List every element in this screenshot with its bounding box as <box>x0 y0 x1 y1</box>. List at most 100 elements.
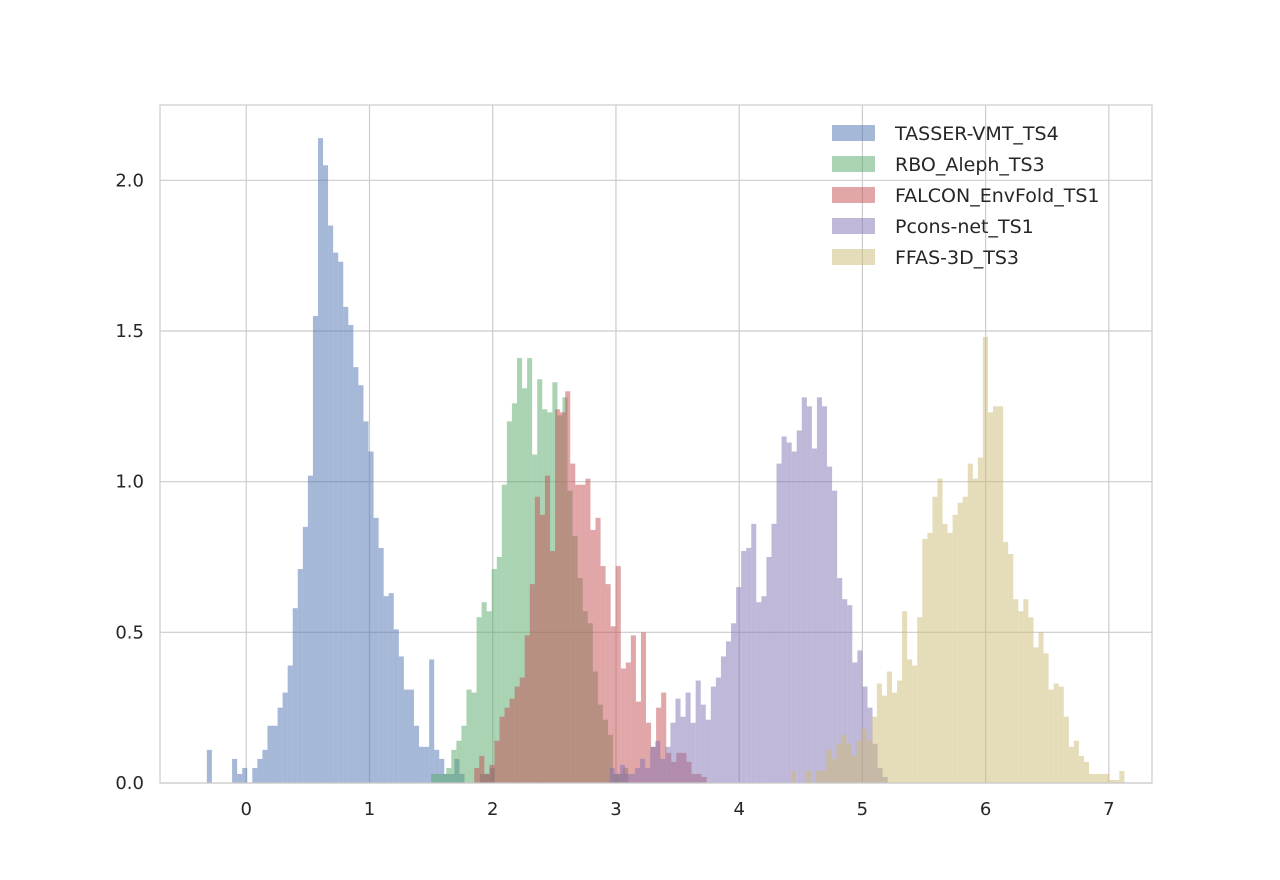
histogram-bar <box>756 602 762 783</box>
histogram-bar <box>629 773 636 783</box>
histogram-bar <box>378 547 384 783</box>
histogram-bar <box>876 683 882 783</box>
histogram-bar <box>962 496 968 783</box>
histogram-bar <box>348 324 354 783</box>
histogram-bar <box>982 337 988 783</box>
histogram-bar <box>720 656 726 783</box>
x-tick-label: 5 <box>857 799 868 820</box>
histogram-bar <box>486 611 492 783</box>
histogram-bar <box>1003 541 1009 783</box>
histogram-bar <box>481 602 487 783</box>
histogram-bar <box>600 566 606 783</box>
histogram-bar <box>439 758 445 783</box>
histogram-bar <box>842 599 848 783</box>
histogram-bar <box>856 740 862 783</box>
histogram-bar <box>232 758 238 783</box>
histogram-bar <box>821 770 827 783</box>
legend: TASSER-VMT_TS4 RBO_Aleph_TS3 FALCON_EnvFol… <box>832 123 1099 269</box>
histogram-bar <box>952 514 958 783</box>
histogram-bar <box>398 656 404 783</box>
legend-label: Pcons-net_TS1 <box>895 216 1034 238</box>
histogram-bar <box>511 403 517 783</box>
histogram-bar <box>796 430 802 783</box>
histogram-bar <box>675 698 681 783</box>
histogram-bar <box>1023 599 1029 783</box>
histogram-bar <box>383 596 389 783</box>
histogram-bar <box>1104 773 1110 783</box>
histogram-bar <box>436 773 442 783</box>
y-tick-labels: 0.0 0.5 1.0 1.5 2.0 <box>115 170 144 794</box>
histogram-bar <box>1013 599 1019 783</box>
histogram-bar <box>841 734 847 783</box>
histogram-bar <box>857 650 863 783</box>
histogram-bar <box>715 677 721 783</box>
legend-swatch <box>832 156 875 172</box>
histogram-bar <box>907 659 913 783</box>
histogram-bar <box>403 689 409 783</box>
histogram-bar <box>725 641 732 783</box>
histogram-bar <box>1053 683 1059 783</box>
histogram-bar <box>413 725 420 783</box>
histogram-bar <box>451 749 457 783</box>
histogram-bar <box>1083 761 1090 783</box>
histogram-bar <box>761 596 767 783</box>
histogram-bar <box>811 448 817 783</box>
histogram-bar <box>993 406 999 783</box>
histogram-bar <box>471 692 477 783</box>
histogram-bar <box>373 517 379 783</box>
histogram-bar <box>297 569 303 783</box>
histogram-bar <box>307 475 313 783</box>
histogram-bar <box>912 665 918 783</box>
histogram-bar <box>363 421 369 783</box>
legend-label: RBO_Aleph_TS3 <box>895 154 1045 176</box>
histogram-bar <box>670 722 676 783</box>
histogram-bar <box>408 689 414 783</box>
histogram-bar <box>312 315 318 783</box>
histogram-bar <box>741 550 747 783</box>
legend-swatch <box>832 249 875 265</box>
series-1 <box>206 138 495 784</box>
histogram-bar <box>886 671 892 783</box>
histogram-bar <box>527 358 533 783</box>
histogram-bar <box>1114 779 1120 783</box>
y-tick-label: 0.5 <box>115 622 144 643</box>
histogram-bar <box>922 538 928 783</box>
histogram-bar <box>1068 746 1074 783</box>
histogram-bar <box>1038 632 1044 783</box>
histogram-bar <box>206 749 212 783</box>
plot-frame <box>159 104 1153 784</box>
legend-swatch <box>832 125 875 141</box>
histogram-bar <box>519 677 525 783</box>
x-tick-labels: 0 1 2 3 4 5 6 7 <box>241 799 1115 820</box>
histogram-bar <box>655 740 661 783</box>
histogram-bar <box>1028 617 1034 783</box>
histogram-bar <box>731 623 737 783</box>
histogram-bar <box>650 746 656 783</box>
histogram-bar <box>489 764 495 783</box>
histogram-bar <box>338 261 344 783</box>
histogram-bar <box>252 767 258 783</box>
histogram-bar <box>927 532 933 783</box>
histogram-bar <box>1094 773 1100 783</box>
histogram-bar <box>514 686 520 783</box>
histogram-bar <box>277 707 283 783</box>
histogram-bar <box>625 662 631 783</box>
histogram-bar <box>630 635 636 783</box>
histogram-bar <box>509 698 515 783</box>
histogram-bar <box>806 406 812 783</box>
histogram-bar <box>1018 611 1024 783</box>
y-tick-label: 1.0 <box>115 472 144 493</box>
histogram-bar <box>1073 740 1079 783</box>
histogram-bar <box>434 749 440 783</box>
histogram-bar <box>791 451 797 783</box>
histogram-bar <box>560 412 566 783</box>
x-tick-label: 2 <box>487 799 498 820</box>
histogram-bar <box>700 704 706 783</box>
histogram-bar <box>942 523 948 783</box>
histogram-bar <box>516 358 523 783</box>
histogram-bar <box>534 496 540 783</box>
histogram-bar <box>353 367 359 783</box>
histogram-bar <box>570 463 576 783</box>
histogram-bar <box>323 165 329 783</box>
histogram-bar <box>917 617 923 783</box>
